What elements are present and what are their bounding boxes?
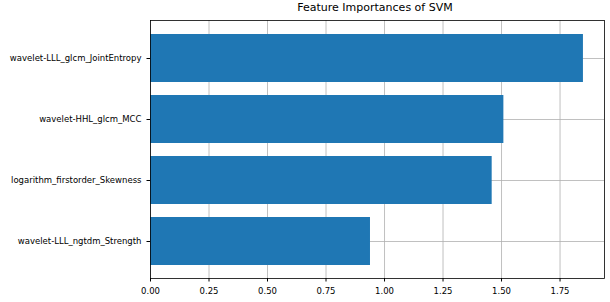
svg-text:1.00: 1.00 — [375, 286, 394, 296]
svg-text:1.75: 1.75 — [551, 286, 570, 296]
svg-text:0.00: 0.00 — [141, 286, 160, 296]
svg-text:wavelet-LLL_ngtdm_Strength: wavelet-LLL_ngtdm_Strength — [18, 236, 142, 246]
svg-text:wavelet-HHL_glcm_MCC: wavelet-HHL_glcm_MCC — [39, 114, 141, 124]
svg-text:0.25: 0.25 — [200, 286, 219, 296]
svg-text:0.75: 0.75 — [317, 286, 336, 296]
svg-text:logarithm_firstorder_Skewness: logarithm_firstorder_Skewness — [11, 175, 142, 185]
html-text:Feature Importances of SVM: Feature Importances of SVM — [297, 1, 453, 14]
svg-text:1.50: 1.50 — [492, 286, 511, 296]
svg-text:0.50: 0.50 — [258, 286, 277, 296]
svg-text:1.25: 1.25 — [434, 286, 453, 296]
svg-text:wavelet-LLL_glcm_JointEntropy: wavelet-LLL_glcm_JointEntropy — [10, 53, 142, 63]
